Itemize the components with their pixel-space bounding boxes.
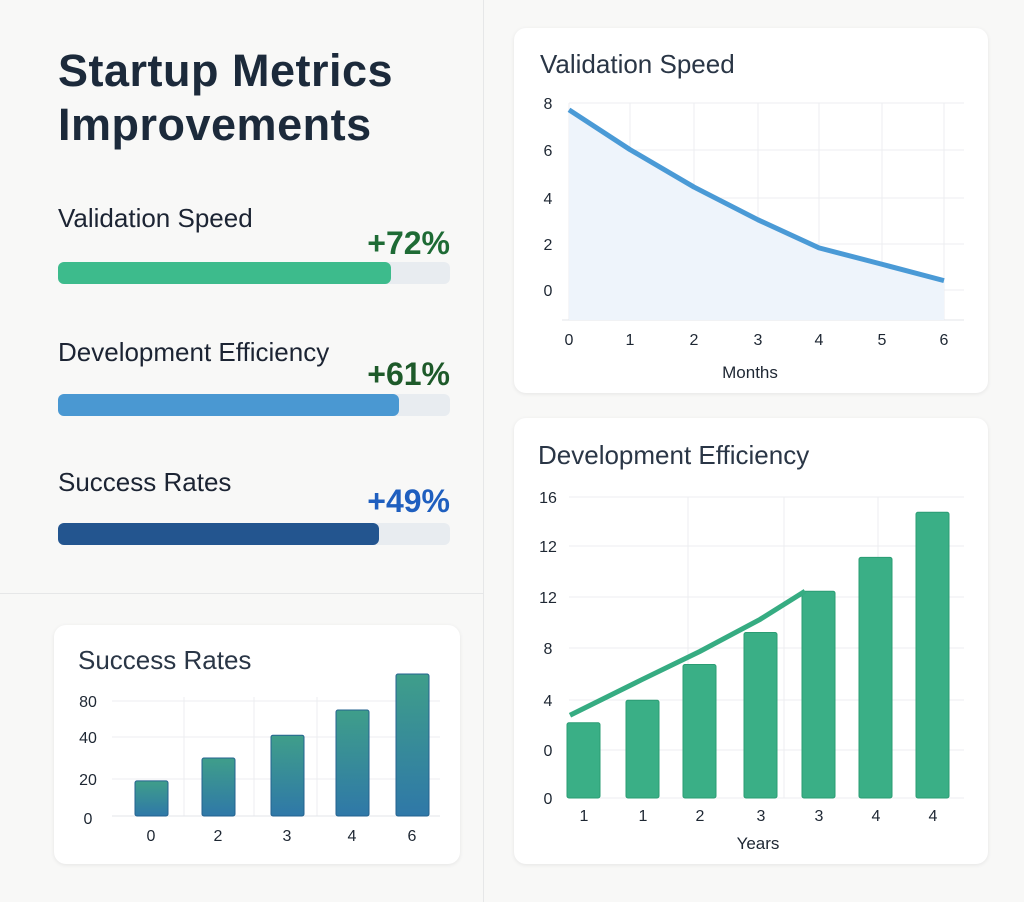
metric-value: +49%: [367, 483, 450, 519]
y-tick-label: 0: [544, 791, 553, 808]
y-tick-label: 12: [539, 539, 557, 556]
metric-label: Success Rates: [58, 467, 232, 497]
bar: [566, 722, 601, 799]
x-tick-label: 4: [815, 332, 824, 349]
x-tick-label: 5: [878, 332, 887, 349]
progress-bar: [58, 523, 450, 545]
trend-line: [568, 589, 807, 718]
progress-fill: [58, 523, 380, 545]
x-tick-label: 4: [929, 808, 938, 825]
bar: [201, 757, 236, 817]
bar: [134, 780, 169, 817]
series-line: [567, 107, 945, 284]
x-tick-label: 6: [940, 332, 949, 349]
progress-bar: [58, 262, 450, 284]
metric-label: Validation Speed: [58, 203, 253, 233]
x-tick-label: 0: [565, 332, 574, 349]
chart-title: Development Efficiency: [538, 440, 809, 470]
y-tick-label: 0: [544, 283, 553, 300]
validation-speed-card: Validation Speed 8 6 4 2 0 0 1 2 3 4 5 6 Months: [514, 28, 988, 393]
y-tick-label: 8: [544, 96, 553, 113]
chart-title: Success Rates: [78, 645, 251, 675]
progress-fill: [58, 394, 400, 416]
bar: [270, 734, 305, 817]
y-tick-label: 4: [544, 191, 553, 208]
x-tick-label: 1: [639, 808, 648, 825]
bar: [858, 556, 893, 799]
progress-fill: [58, 262, 392, 284]
x-tick-label: 2: [214, 828, 223, 845]
x-tick-label: 2: [690, 332, 699, 349]
metric-label: Development Efficiency: [58, 337, 330, 367]
y-tick-label: 0: [544, 743, 553, 760]
x-tick-label: 3: [757, 808, 766, 825]
bar: [682, 664, 717, 799]
bar: [915, 511, 950, 799]
bar: [801, 590, 836, 799]
y-tick-label: 12: [539, 590, 557, 607]
bar: [625, 699, 660, 799]
page-title: Startup Metrics Improvements: [58, 45, 394, 150]
success-rates-card: Success Rates 80 40 20 0 0 2 3 4 6: [54, 625, 460, 864]
y-tick-label: 8: [544, 641, 553, 658]
x-tick-label: 4: [348, 828, 357, 845]
x-tick-label: 2: [696, 808, 705, 825]
y-tick-label: 2: [544, 237, 553, 254]
bar: [335, 709, 370, 817]
bar: [395, 673, 430, 817]
x-tick-label: 1: [580, 808, 589, 825]
x-tick-label: 4: [872, 808, 881, 825]
vertical-divider: [483, 0, 484, 902]
x-axis-label: Years: [737, 834, 780, 853]
y-tick-label: 80: [79, 694, 97, 711]
x-axis-label: Months: [722, 363, 778, 382]
progress-bar: [58, 394, 450, 416]
metric-value: +72%: [367, 225, 450, 261]
y-tick-label: 40: [79, 730, 97, 747]
y-tick-label: 16: [539, 490, 557, 507]
x-tick-label: 3: [815, 808, 824, 825]
y-tick-label: 6: [544, 143, 553, 160]
y-tick-label: 20: [79, 772, 97, 789]
metric-value: +61%: [367, 356, 450, 392]
x-tick-label: 3: [283, 828, 292, 845]
x-tick-label: 3: [754, 332, 763, 349]
development-efficiency-card: Development Efficiency 16 12 12 8 4 0 0 1 1 2 3 3 4 4 Y…: [514, 418, 988, 864]
x-tick-label: 6: [408, 828, 417, 845]
x-tick-label: 0: [147, 828, 156, 845]
bar: [743, 632, 778, 799]
horizontal-divider: [0, 593, 483, 594]
y-tick-label: 0: [84, 811, 93, 828]
chart-title: Validation Speed: [540, 49, 735, 79]
y-tick-label: 4: [544, 693, 553, 710]
x-tick-label: 1: [626, 332, 635, 349]
area-fill: [569, 109, 944, 320]
